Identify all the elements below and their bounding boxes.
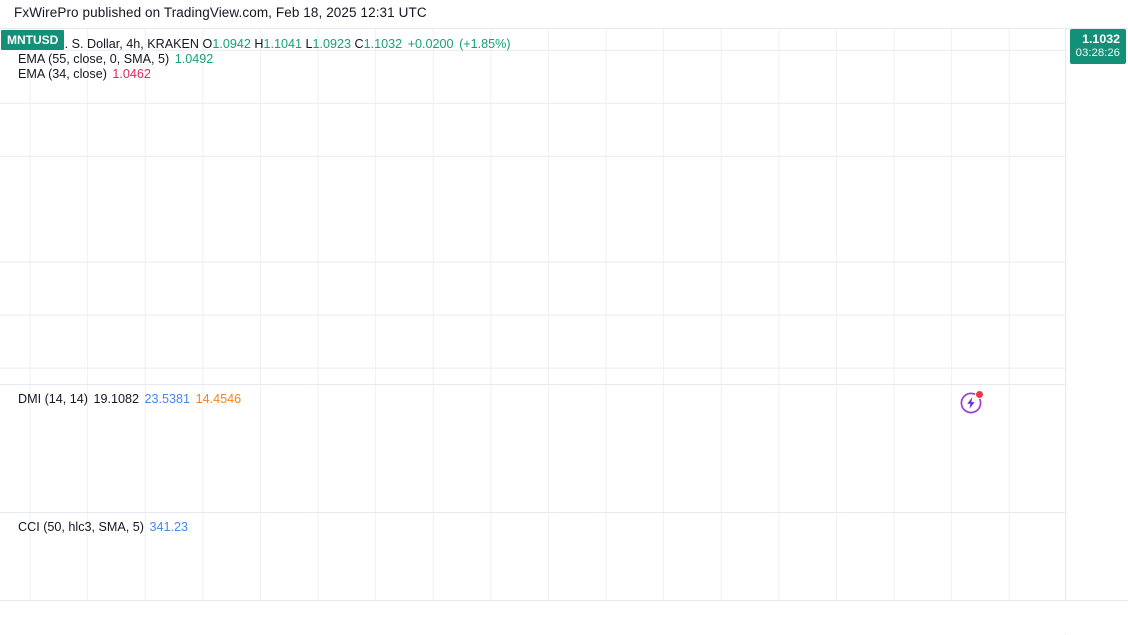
high-label: H xyxy=(254,37,264,51)
lightning-bolt-glyph xyxy=(960,392,982,414)
dmi-title: DMI (14, 14) xyxy=(18,392,88,406)
notification-dot xyxy=(975,390,984,399)
close-value: 1.1032 xyxy=(363,37,403,51)
dmi-adx-value: 19.1082 xyxy=(93,392,140,406)
lightning-bolt-icon[interactable] xyxy=(959,390,984,415)
cci-value: 341.23 xyxy=(149,520,189,534)
dmi-legend[interactable]: DMI (14, 14) 19.1082 23.5381 14.4546 xyxy=(18,392,241,406)
change-percent: (+1.85%) xyxy=(459,37,511,51)
cci-pane[interactable] xyxy=(0,512,1065,603)
open-value: 1.0942 xyxy=(212,37,251,51)
ema55-legend-row[interactable]: EMA (55, close, 0, SMA, 5) 1.0492 xyxy=(18,52,511,67)
attribution-text: FxWirePro published on TradingView.com, … xyxy=(14,5,427,20)
close-label: C xyxy=(354,37,364,51)
price-axis[interactable]: USD 1.1032 03:28:26 xyxy=(1065,29,1128,635)
low-label: L xyxy=(305,37,313,51)
change-value: +0.0200 xyxy=(407,37,454,51)
cci-histogram-chart xyxy=(29,513,1010,603)
low-value: 1.0923 xyxy=(312,37,352,51)
dmi-pane[interactable] xyxy=(0,384,1065,512)
cci-legend[interactable]: CCI (50, hlc3, SMA, 5) 341.23 xyxy=(18,520,188,534)
price-candlestick-chart xyxy=(0,29,1065,384)
chart-frame: MNTUSD USD 1.1032 03:28:26 MNT / U. S. D… xyxy=(0,28,1128,635)
price-legend[interactable]: MNT / U. S. Dollar, 4h, KRAKEN O1.0942 H… xyxy=(18,37,511,82)
ema55-value: 1.0492 xyxy=(174,52,214,66)
high-value: 1.1041 xyxy=(263,37,302,51)
current-price-badge: 1.1032 03:28:26 xyxy=(1069,29,1126,64)
current-price-value: 1.1032 xyxy=(1082,32,1120,46)
price-pane[interactable] xyxy=(0,29,1065,384)
cci-title: CCI (50, hlc3, SMA, 5) xyxy=(18,520,144,534)
plot-column[interactable]: MNTUSD xyxy=(0,29,1065,635)
bar-countdown: 03:28:26 xyxy=(1075,47,1120,59)
ema34-legend-row[interactable]: EMA (34, close) 1.0462 xyxy=(18,67,511,82)
dmi-plus-di-value: 23.5381 xyxy=(144,392,191,406)
dmi-line-chart xyxy=(29,385,1010,512)
ema34-value: 1.0462 xyxy=(112,67,151,81)
open-label: O xyxy=(202,37,213,51)
ema34-title: EMA (34, close) xyxy=(18,67,107,81)
time-axis[interactable] xyxy=(0,600,1128,634)
dmi-minus-di-value: 14.4546 xyxy=(195,392,242,406)
symbol-price-tag: MNTUSD xyxy=(0,29,66,51)
ema55-title: EMA (55, close, 0, SMA, 5) xyxy=(18,52,170,66)
symbol-legend-row: MNT / U. S. Dollar, 4h, KRAKEN O1.0942 H… xyxy=(18,37,511,52)
